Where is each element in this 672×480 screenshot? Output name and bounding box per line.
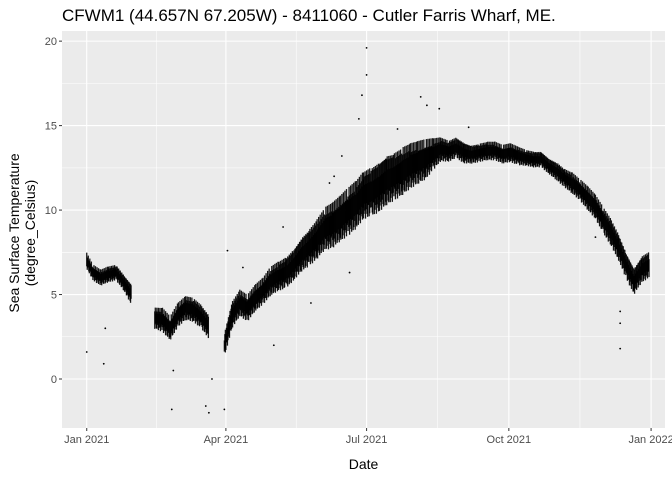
data-point-outlier (272, 344, 275, 347)
data-point-outlier (348, 271, 351, 274)
x-axis: Jan 2021 Apr 2021 Jul 2021 Oct 2021 Jan 2022 (64, 428, 672, 446)
y-tick-label: 0 (51, 374, 57, 386)
y-axis-title-line-1: Sea Surface Temperature (6, 153, 22, 312)
data-point-outlier (425, 104, 428, 107)
y-tick-label: 5 (51, 290, 57, 302)
data-point-outlier (85, 351, 88, 353)
data-point-outlier (226, 249, 229, 252)
data-points (85, 46, 650, 414)
data-point-outlier (396, 128, 399, 130)
data-point-outlier (467, 126, 470, 129)
data-point-outlier (211, 378, 213, 380)
y-axis-title: Sea Surface Temperature (degree_Celsius) (6, 153, 38, 312)
plot-panel (62, 31, 665, 428)
data-point-outlier (172, 369, 175, 372)
data-point-outlier (419, 95, 422, 98)
y-tick-label: 10 (45, 205, 57, 217)
data-point-outlier (207, 411, 210, 414)
x-tick-label: Jan 2021 (64, 434, 109, 446)
x-tick-label: Jan 2022 (628, 434, 672, 446)
data-point-outlier (340, 155, 343, 157)
data-point-outlier (619, 322, 622, 325)
data-point-outlier (104, 327, 107, 330)
data-point-outlier (619, 310, 622, 313)
data-point-outlier (594, 236, 597, 239)
data-point-outlier (438, 107, 441, 110)
data-point-outlier (102, 362, 105, 365)
x-tick-label: Jul 2021 (346, 434, 388, 446)
y-axis: 0 5 10 15 20 (45, 36, 62, 386)
data-point-outlier (365, 46, 368, 49)
data-point-outlier (619, 347, 622, 350)
x-axis-title: Date (349, 456, 379, 472)
data-point-outlier (223, 408, 226, 411)
chart-title: CFWM1 (44.657N 67.205W) - 8411060 - Cutl… (62, 6, 556, 25)
y-tick-label: 15 (45, 121, 57, 133)
y-axis-title-line-2: (degree_Celsius) (22, 180, 38, 287)
data-point-outlier (365, 74, 368, 76)
data-point-outlier (357, 117, 360, 120)
y-tick-label: 20 (45, 36, 57, 48)
data-point-outlier (170, 408, 173, 411)
data-point-outlier (328, 182, 331, 184)
minor-gridlines (62, 31, 665, 428)
data-point-outlier (361, 94, 363, 97)
data-point-outlier (187, 312, 190, 315)
data-point-outlier (242, 266, 244, 269)
data-point-outlier (333, 175, 336, 178)
data-point-outlier (310, 302, 312, 304)
data-point-outlier (282, 226, 284, 228)
x-tick-label: Oct 2021 (487, 434, 532, 446)
major-gridlines (62, 31, 665, 428)
x-tick-label: Apr 2021 (204, 434, 249, 446)
data-point-outlier (204, 405, 207, 407)
